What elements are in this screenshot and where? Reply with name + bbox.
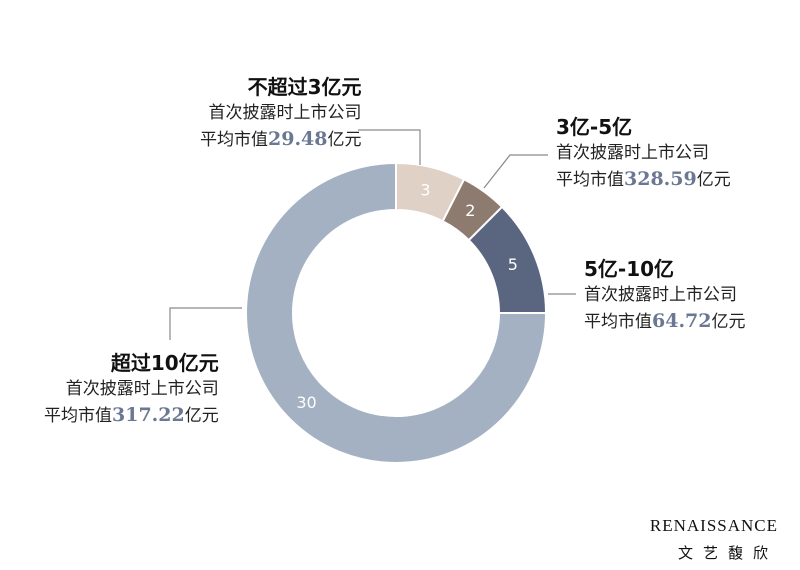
slice-over-10 — [245, 161, 548, 464]
leader-over-10 — [169, 307, 242, 340]
label-avg: 平均市值317.22亿元 — [44, 404, 219, 426]
label-avg: 平均市值29.48亿元 — [200, 128, 362, 150]
slice-value-label: 3 — [420, 180, 430, 199]
leader-3-5 — [483, 154, 548, 189]
label-under-3: 不超过3亿元 首次披露时上市公司 平均市值29.48亿元 — [200, 74, 362, 153]
slice-value-label: 5 — [508, 255, 518, 274]
slice-value-label: 2 — [465, 201, 475, 220]
label-over-10: 超过10亿元 首次披露时上市公司 平均市值317.22亿元 — [44, 350, 219, 429]
leader-under-3 — [358, 129, 421, 165]
label-title: 超过10亿元 — [110, 351, 219, 375]
label-desc: 首次披露时上市公司 — [584, 285, 737, 305]
label-desc: 首次披露时上市公司 — [556, 143, 709, 163]
label-value: 328.59 — [624, 168, 697, 190]
label-avg: 平均市值64.72亿元 — [584, 310, 746, 332]
label-desc: 首次披露时上市公司 — [208, 103, 362, 123]
brand-name-cn: 文艺馥欣 — [677, 544, 778, 562]
label-value: 64.72 — [652, 310, 712, 332]
label-avg: 平均市值328.59亿元 — [556, 168, 731, 190]
label-value: 29.48 — [268, 128, 328, 150]
label-3-5: 3亿-5亿 首次披露时上市公司 平均市值328.59亿元 — [556, 114, 731, 193]
label-value: 317.22 — [112, 404, 185, 426]
label-5-10: 5亿-10亿 首次披露时上市公司 平均市值64.72亿元 — [584, 256, 746, 335]
label-desc: 首次披露时上市公司 — [65, 379, 219, 399]
label-title: 不超过3亿元 — [247, 75, 362, 99]
label-title: 5亿-10亿 — [584, 257, 675, 281]
brand-name-en: RENAISSANCE — [649, 516, 778, 535]
label-title: 3亿-5亿 — [556, 115, 633, 139]
brand-logo: RENAISSANCE 文艺馥欣 — [650, 516, 778, 563]
slice-value-label: 30 — [296, 393, 316, 412]
